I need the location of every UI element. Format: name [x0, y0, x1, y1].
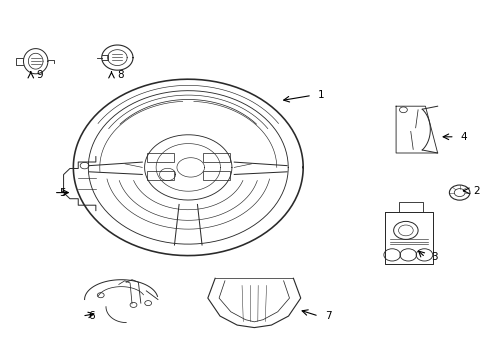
Text: 5: 5	[60, 188, 66, 198]
Text: 7: 7	[324, 311, 331, 321]
Text: 3: 3	[430, 252, 437, 262]
Text: 2: 2	[472, 186, 479, 196]
Text: 9: 9	[37, 70, 43, 80]
Text: 8: 8	[117, 70, 124, 80]
Text: 6: 6	[88, 311, 95, 321]
Text: 4: 4	[460, 132, 467, 142]
Text: 1: 1	[317, 90, 324, 100]
